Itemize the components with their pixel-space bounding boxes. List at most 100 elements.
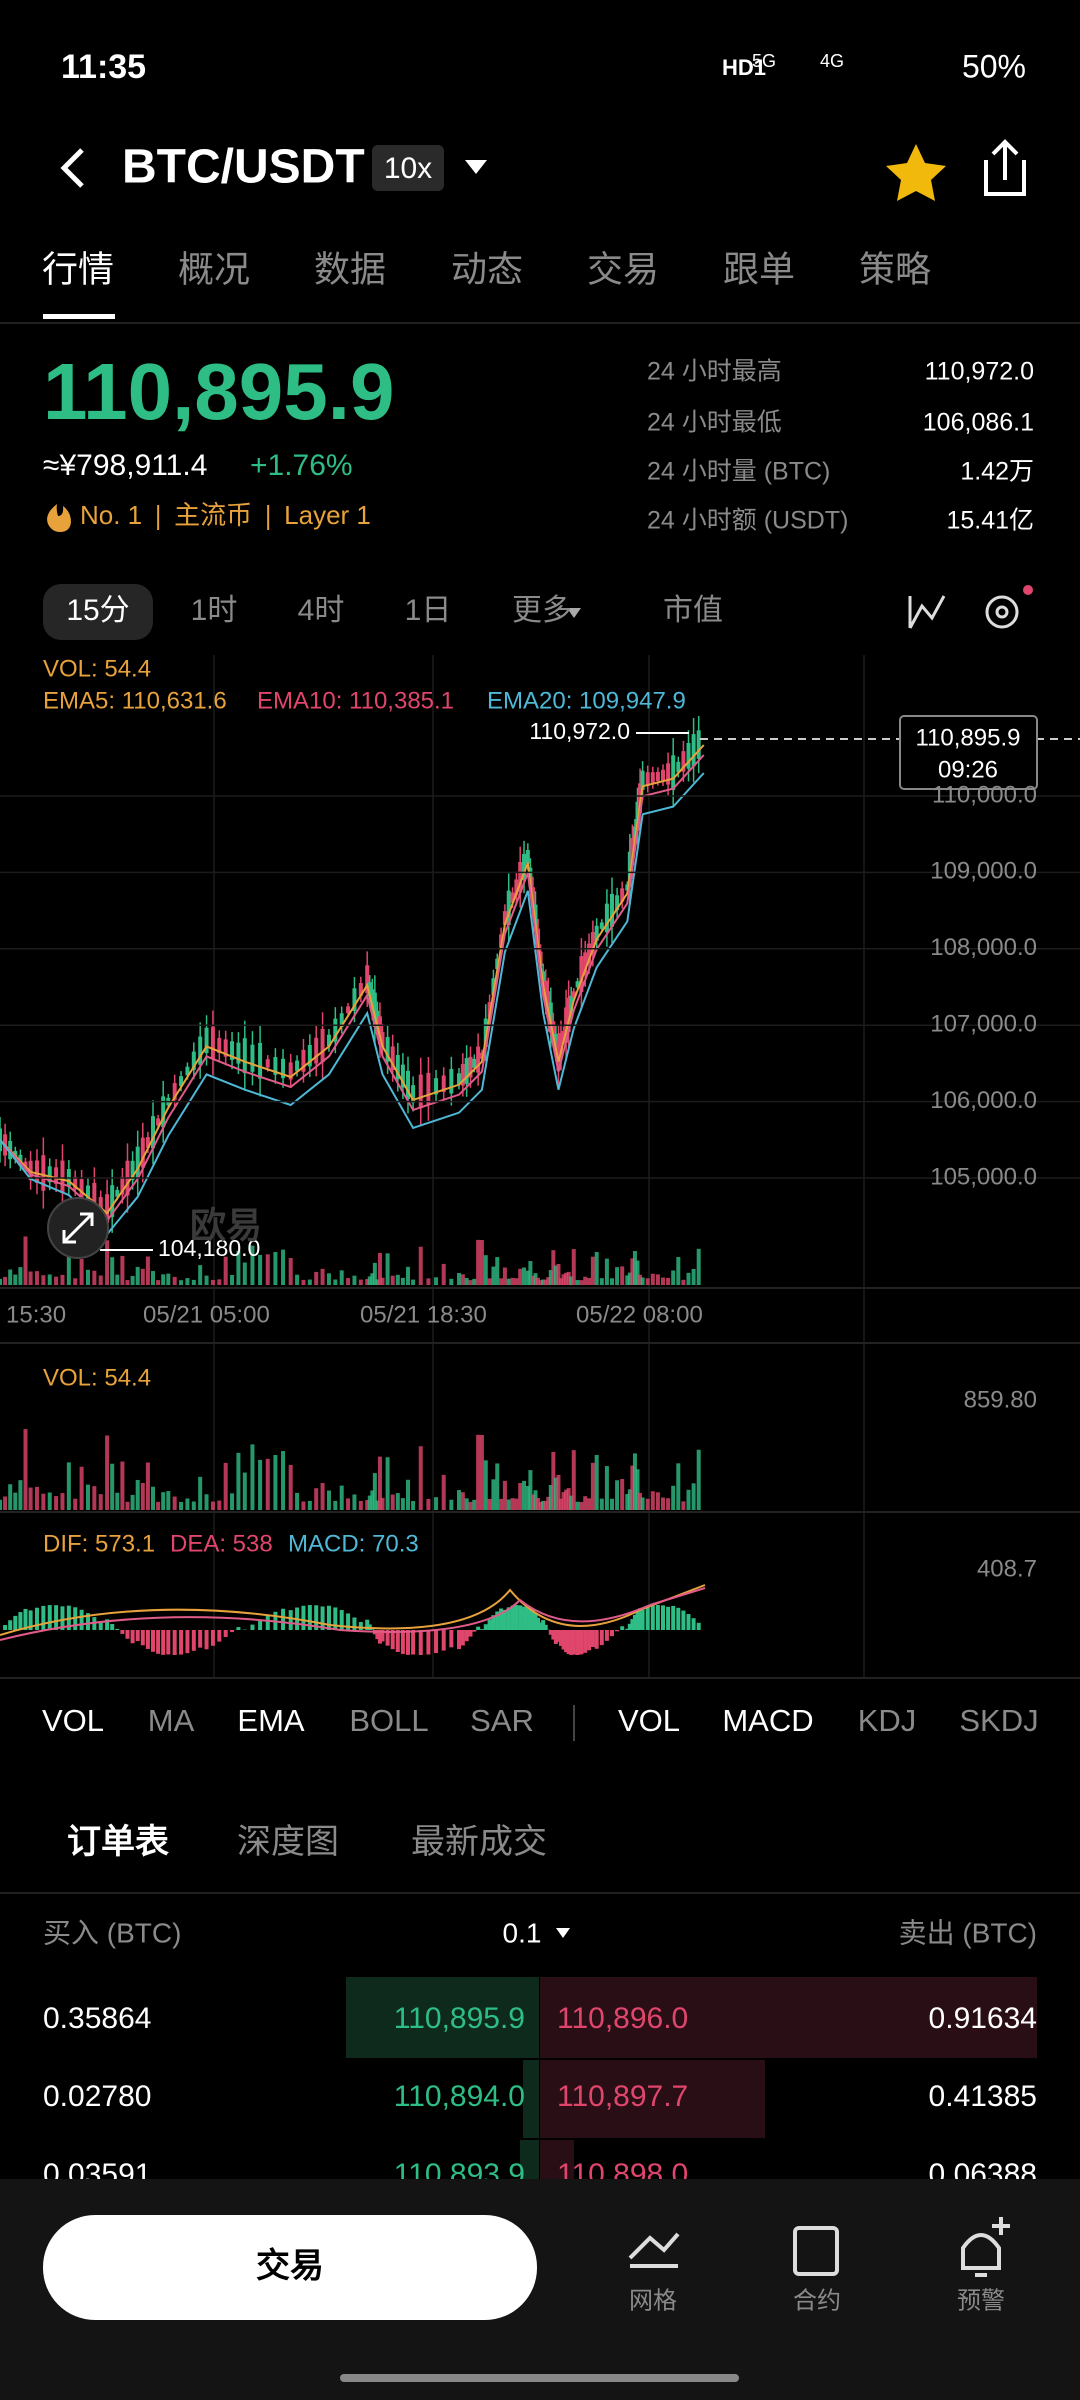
indicator[interactable]: SKDJ xyxy=(959,1703,1038,1738)
candle-body xyxy=(273,1057,278,1075)
indicator[interactable]: VOL xyxy=(42,1703,104,1738)
volume-bar xyxy=(483,1255,488,1285)
indicator[interactable]: SAR xyxy=(470,1703,534,1738)
share-icon[interactable] xyxy=(984,139,1026,196)
interval[interactable]: 15分 xyxy=(66,594,129,627)
settings-icon[interactable] xyxy=(985,595,1019,629)
indicator[interactable]: MA xyxy=(148,1703,195,1738)
tab[interactable]: 行情 xyxy=(42,249,114,290)
candle-body xyxy=(522,853,527,881)
back-icon[interactable] xyxy=(60,148,84,188)
macd-bar xyxy=(686,1614,691,1630)
tab[interactable]: 动态 xyxy=(451,249,523,290)
volume-bar xyxy=(125,1501,130,1510)
macd-bar xyxy=(610,1630,614,1637)
leverage-box[interactable] xyxy=(372,145,444,191)
home-indicator xyxy=(340,2374,739,2382)
favorite-icon[interactable] xyxy=(886,144,946,201)
volume-bar xyxy=(487,1278,492,1285)
volume-bar xyxy=(120,1461,125,1510)
alert-icon[interactable] xyxy=(961,2217,1010,2277)
volume-bar xyxy=(166,1273,171,1285)
candle-body xyxy=(615,895,620,911)
indicator[interactable]: KDJ xyxy=(858,1703,917,1738)
candle-body xyxy=(110,1185,115,1217)
volume-bar xyxy=(426,1498,431,1510)
trade-button[interactable] xyxy=(43,2215,537,2320)
expand-icon xyxy=(62,1212,94,1244)
interval[interactable]: 市值 xyxy=(663,594,723,627)
volume-bar xyxy=(191,1501,196,1510)
interval[interactable]: 1日 xyxy=(405,594,452,627)
volume-bar xyxy=(130,1275,135,1285)
macd-bar xyxy=(115,1628,120,1630)
indicator[interactable]: BOLL xyxy=(349,1703,428,1738)
volume-bar xyxy=(686,1272,691,1285)
dropdown-icon[interactable] xyxy=(465,160,487,174)
grid-icon[interactable] xyxy=(628,2232,680,2268)
volume-bar xyxy=(98,1275,103,1285)
tab[interactable]: 策略 xyxy=(859,249,931,290)
volume-bar xyxy=(110,1257,115,1285)
volume-bar xyxy=(23,1429,28,1510)
candle-body xyxy=(120,1176,125,1195)
volume-bar xyxy=(541,1279,546,1285)
orderbook-tab[interactable]: 最新成交 xyxy=(411,1823,547,1861)
macd-bar xyxy=(696,1622,701,1630)
trade-button-label[interactable]: 交易 xyxy=(256,2246,324,2285)
candle-body xyxy=(47,1166,52,1183)
indicator[interactable]: MACD xyxy=(722,1703,813,1738)
volume-bar xyxy=(569,1495,574,1510)
volume-bar xyxy=(223,1462,228,1510)
precision-arrow[interactable] xyxy=(556,1928,570,1938)
tab[interactable]: 跟单 xyxy=(723,249,795,290)
candle-body xyxy=(172,1083,177,1100)
macd-bar xyxy=(594,1630,599,1649)
volume-bar xyxy=(385,1457,390,1510)
interval-pill[interactable] xyxy=(43,584,153,640)
candle-body xyxy=(681,751,686,772)
y-tick-label: 109,000.0 xyxy=(930,858,1037,885)
orderbook-tab[interactable]: 订单表 xyxy=(67,1823,169,1861)
indicator-icon[interactable] xyxy=(908,595,946,629)
volume-bar xyxy=(156,1280,161,1285)
candle-body xyxy=(236,1042,241,1064)
volume-bar xyxy=(579,1280,584,1285)
indicator[interactable]: VOL xyxy=(618,1703,680,1738)
candle-body xyxy=(569,995,574,1014)
tab[interactable]: 交易 xyxy=(587,249,659,290)
volume-bar xyxy=(333,1500,338,1510)
candle-body xyxy=(145,1137,150,1148)
volume-bar xyxy=(638,1274,643,1285)
candle-body xyxy=(506,890,511,925)
interval[interactable]: 1时 xyxy=(191,594,238,627)
candle-body xyxy=(204,1027,209,1053)
tab[interactable]: 数据 xyxy=(314,249,386,290)
volume-bar xyxy=(594,1454,599,1510)
tab[interactable]: 概况 xyxy=(178,249,250,290)
orderbook-tab[interactable]: 深度图 xyxy=(237,1823,339,1861)
interval[interactable]: 4时 xyxy=(298,594,345,627)
macd-bar xyxy=(460,1630,465,1646)
volume-bar xyxy=(3,1496,8,1510)
nav-label[interactable]: 预警 xyxy=(957,2287,1005,2314)
ask-amount: 0.41385 xyxy=(929,2080,1037,2113)
contract-icon[interactable] xyxy=(793,2226,839,2276)
volume-bar xyxy=(281,1451,286,1510)
nav-label[interactable]: 网格 xyxy=(629,2287,677,2314)
indicator[interactable]: EMA xyxy=(237,1703,305,1738)
precision[interactable]: 0.1 xyxy=(503,1917,542,1948)
volume-bar xyxy=(686,1489,691,1510)
pair-title[interactable]: BTC/USDT xyxy=(122,141,365,194)
interval[interactable]: 更多 xyxy=(512,594,572,627)
macd-bar xyxy=(627,1623,632,1630)
volume-bar xyxy=(358,1501,363,1510)
candle-body xyxy=(661,769,665,781)
stat-value: 106,086.1 xyxy=(923,409,1034,437)
macd-bar xyxy=(28,1610,33,1630)
ask-depth-bar xyxy=(540,2140,574,2180)
macd-bar xyxy=(530,1610,535,1630)
macd-bar xyxy=(326,1605,331,1630)
nav-label[interactable]: 合约 xyxy=(793,2287,841,2314)
more-arrow[interactable] xyxy=(567,608,581,618)
